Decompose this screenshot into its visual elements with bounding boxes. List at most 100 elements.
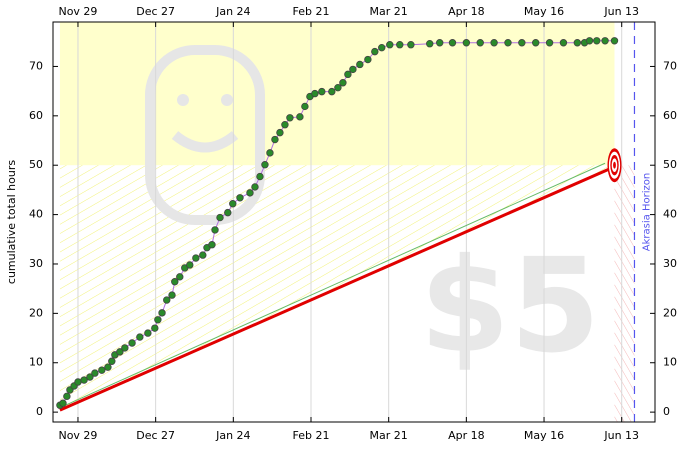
data-point xyxy=(386,41,394,49)
data-point xyxy=(168,291,176,299)
data-point xyxy=(334,83,342,92)
data-point xyxy=(281,121,289,129)
data-point xyxy=(216,213,224,222)
data-point xyxy=(98,366,106,374)
data-point xyxy=(532,39,540,47)
data-point xyxy=(601,37,609,45)
data-point xyxy=(593,37,601,45)
data-point xyxy=(199,251,207,259)
data-point xyxy=(261,161,269,169)
data-point xyxy=(349,65,357,74)
watermark: $5 xyxy=(420,230,601,382)
data-point xyxy=(63,392,71,401)
y-tick-label: 60 xyxy=(29,109,43,122)
y-tick-label-right: 20 xyxy=(663,306,677,319)
y-tick-label: 20 xyxy=(29,306,43,319)
data-point xyxy=(86,373,94,381)
data-point xyxy=(545,39,554,47)
data-point xyxy=(104,363,112,371)
data-point xyxy=(276,128,284,137)
data-point xyxy=(151,324,159,332)
goal-target xyxy=(613,161,616,169)
y-tick-label: 10 xyxy=(29,356,43,369)
data-point xyxy=(121,344,129,352)
x-tick-label-top: May 16 xyxy=(524,5,564,18)
data-point xyxy=(573,39,582,47)
x-tick-label: Jan 24 xyxy=(215,429,250,442)
data-point xyxy=(91,369,99,377)
data-point xyxy=(211,226,219,234)
y-tick-label: 30 xyxy=(29,257,43,270)
x-tick-label: May 16 xyxy=(524,429,564,442)
data-point xyxy=(311,89,319,98)
data-point xyxy=(80,376,88,384)
data-point xyxy=(610,37,619,45)
data-point xyxy=(462,39,471,47)
y-tick-label-right: 10 xyxy=(663,356,677,369)
data-point xyxy=(256,172,264,181)
goal-zone xyxy=(59,22,615,166)
data-point xyxy=(208,241,216,249)
data-point xyxy=(74,378,82,386)
data-point xyxy=(251,183,259,191)
data-point xyxy=(344,70,352,79)
data-point xyxy=(286,114,294,122)
smiley-watermark xyxy=(145,45,265,225)
x-tick-label: Dec 27 xyxy=(136,429,175,442)
data-point xyxy=(171,278,179,286)
x-tick-label-top: Nov 29 xyxy=(58,5,97,18)
x-tick-label-top: Jun 13 xyxy=(603,5,639,18)
y-tick-label: 50 xyxy=(29,158,43,171)
x-tick-label: Feb 21 xyxy=(293,429,330,442)
data-point xyxy=(246,189,254,197)
data-point xyxy=(318,87,326,96)
data-point xyxy=(128,339,136,347)
data-point xyxy=(378,43,386,52)
y-tick-label-right: 0 xyxy=(663,405,670,418)
data-point xyxy=(448,39,457,47)
data-point xyxy=(236,194,244,202)
data-point xyxy=(490,39,498,47)
data-point xyxy=(158,309,166,317)
data-point xyxy=(271,135,279,144)
horizon-zone xyxy=(614,165,635,422)
data-point xyxy=(116,348,124,356)
data-point xyxy=(585,37,594,45)
data-point xyxy=(364,55,372,64)
y-tick-label-right: 50 xyxy=(663,158,677,171)
data-point xyxy=(559,39,568,47)
y-tick-label: 0 xyxy=(36,405,43,418)
data-point xyxy=(186,261,194,269)
data-point xyxy=(518,39,526,47)
y-tick-label-right: 30 xyxy=(663,257,677,270)
guide-line xyxy=(59,162,606,409)
data-point xyxy=(144,329,152,337)
y-tick-label-right: 60 xyxy=(663,109,677,122)
y-tick-label-right: 70 xyxy=(663,59,677,72)
data-point xyxy=(301,102,309,111)
data-point xyxy=(296,113,304,121)
x-tick-label-top: Mar 21 xyxy=(370,5,408,18)
horizon-label: Akrasia Horizon xyxy=(641,173,652,251)
data-point xyxy=(108,357,116,365)
data-point xyxy=(192,254,200,262)
road xyxy=(59,165,616,412)
data-point xyxy=(163,296,171,304)
x-tick-label: Nov 29 xyxy=(58,429,97,442)
y-tick-label-right: 40 xyxy=(663,208,677,221)
data-point xyxy=(136,333,144,341)
x-tick-label: Mar 21 xyxy=(370,429,408,442)
data-point xyxy=(59,399,67,407)
x-tick-label-top: Apr 18 xyxy=(448,5,485,18)
data-point xyxy=(504,39,512,47)
data-point xyxy=(426,40,434,48)
plot-frame xyxy=(52,21,656,423)
data-point xyxy=(266,149,274,157)
x-tick-label-top: Feb 21 xyxy=(293,5,330,18)
data-point xyxy=(339,79,347,87)
data-point xyxy=(154,316,162,324)
data-point xyxy=(396,41,404,49)
data-point xyxy=(476,39,484,47)
x-tick-label: Jun 13 xyxy=(603,429,639,442)
